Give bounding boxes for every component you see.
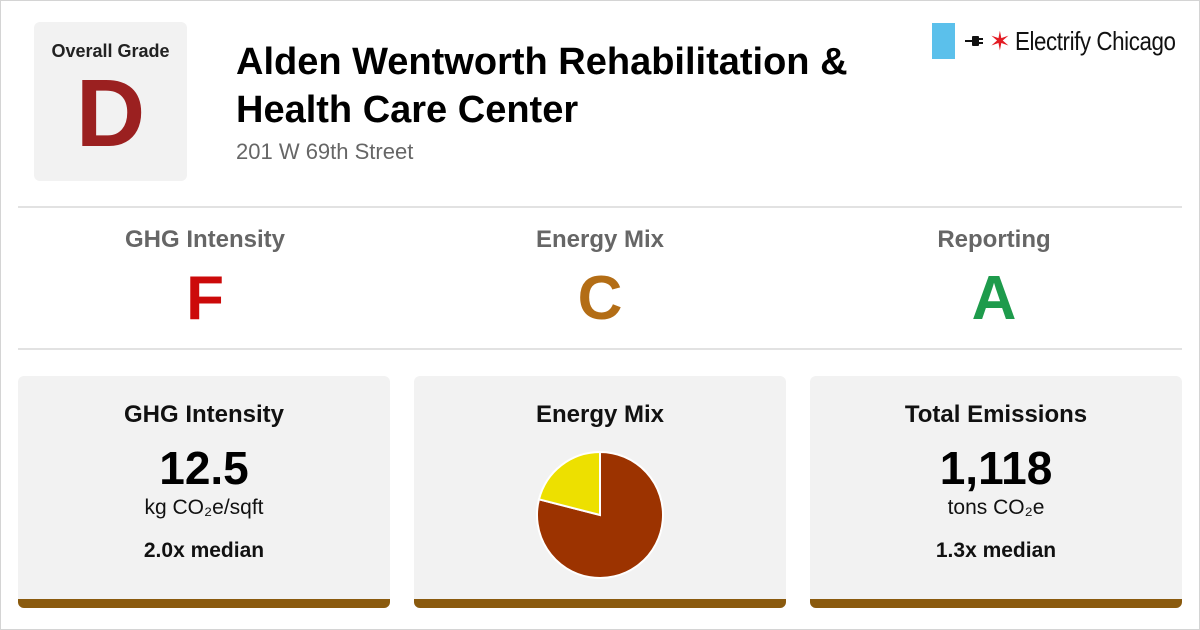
energy-mix-grade-letter: C <box>577 264 623 333</box>
ghg-card-value: 12.5 <box>159 442 249 494</box>
overall-grade-label: Overall Grade <box>51 41 170 61</box>
energy-mix-card-heading: Energy Mix <box>535 401 665 428</box>
ghg-intensity-card: GHG Intensity 12.5 kg CO₂e/sqft 2.0x med… <box>18 376 390 608</box>
card-accent-bar <box>414 599 786 608</box>
emissions-card-value: 1,118 <box>939 442 1053 494</box>
divider-bottom <box>18 348 1182 350</box>
overall-grade-letter: D <box>75 60 146 167</box>
ghg-card-median: 2.0x median <box>143 539 265 562</box>
ghg-grade: GHG Intensity F <box>8 226 402 330</box>
ghg-grade-letter: F <box>186 264 224 333</box>
energy-mix-grade-label: Energy Mix <box>535 226 665 253</box>
card-accent-bar <box>18 599 390 608</box>
reporting-grade-label: Reporting <box>937 226 1051 253</box>
energy-mix-card: Energy Mix <box>414 376 786 608</box>
emissions-card-unit: tons CO₂e <box>947 496 1045 519</box>
energy-mix-grade: Energy Mix C <box>403 226 797 330</box>
pie-slice-1 <box>537 450 601 517</box>
building-name: Alden Wentworth Rehabilitation & Health … <box>236 41 848 131</box>
reporting-grade: Reporting A <box>797 226 1191 330</box>
ghg-grade-label: GHG Intensity <box>124 226 286 253</box>
star-icon: ✶ <box>989 26 1011 56</box>
total-emissions-card: Total Emissions 1,118 tons CO₂e 1.3x med… <box>810 376 1182 608</box>
energy-mix-pie-chart <box>536 450 664 579</box>
ghg-card-unit: kg CO₂e/sqft <box>144 496 264 519</box>
brand-name: Electrify Chicago <box>1014 25 1176 56</box>
building-address: 201 W 69th Street <box>236 139 414 164</box>
emissions-card-heading: Total Emissions <box>904 401 1088 428</box>
overall-grade-box: Overall Grade D <box>34 22 187 181</box>
reporting-grade-letter: A <box>971 264 1017 333</box>
divider-top <box>18 206 1182 208</box>
emissions-card-median: 1.3x median <box>935 539 1057 562</box>
ghg-card-heading: GHG Intensity <box>123 401 285 428</box>
flag-icon <box>932 23 955 59</box>
card-accent-bar <box>810 599 1182 608</box>
brand-logo[interactable]: ✶ Electrify Chicago <box>932 23 1200 59</box>
plug-icon <box>965 36 983 46</box>
